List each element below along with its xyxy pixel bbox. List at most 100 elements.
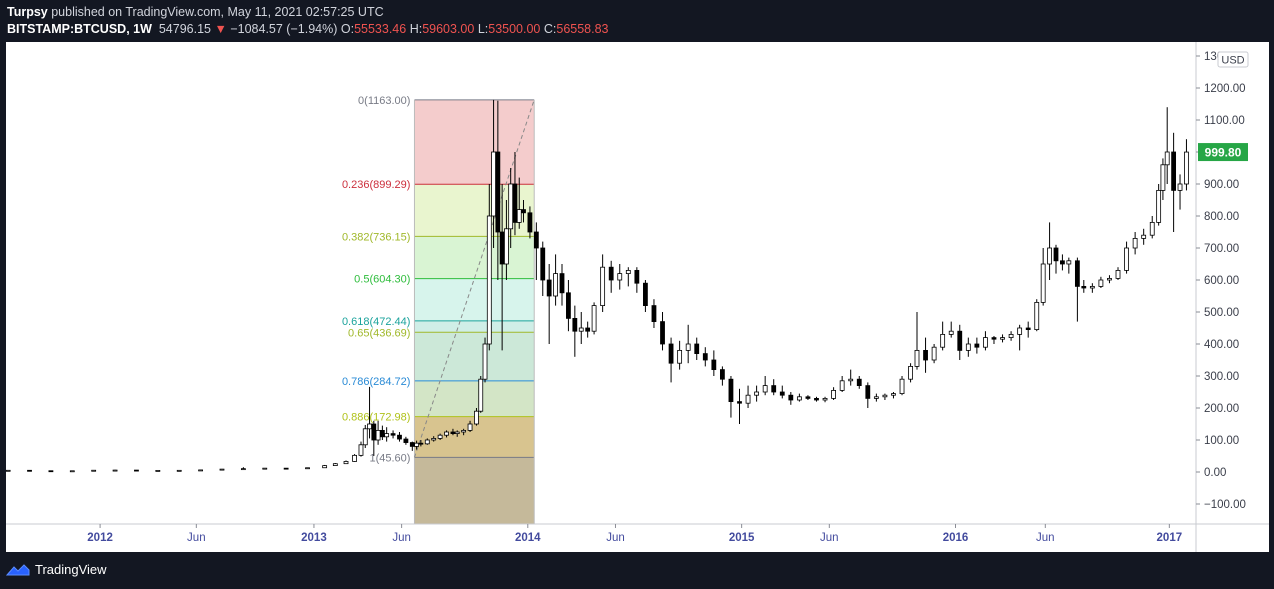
candle-body xyxy=(754,391,760,396)
candle-body xyxy=(914,349,920,367)
candle xyxy=(873,393,879,402)
candle xyxy=(694,337,700,360)
candle xyxy=(566,280,571,332)
candle-body xyxy=(668,343,674,364)
fib-level-label: 0.5(604.30) xyxy=(354,274,410,286)
candle-body xyxy=(437,434,443,439)
candle-body xyxy=(486,215,492,345)
candle xyxy=(899,376,905,396)
candle-body xyxy=(1115,269,1121,279)
candle xyxy=(805,395,811,400)
footer-brand[interactable]: TradingView xyxy=(6,562,107,577)
author-name[interactable]: Turpsy xyxy=(7,5,48,19)
candle xyxy=(504,200,509,280)
candle-body xyxy=(585,327,591,332)
candle-body xyxy=(1107,277,1112,281)
candle xyxy=(155,469,161,472)
candle-body xyxy=(940,333,946,348)
candle xyxy=(965,337,971,357)
last-price-tag xyxy=(1198,143,1248,162)
candle xyxy=(198,469,204,472)
candle-body xyxy=(1089,285,1095,289)
candle xyxy=(219,468,225,471)
candle xyxy=(384,427,390,442)
symbol-label[interactable]: BITSTAMP:BTCUSD, 1W xyxy=(7,22,152,36)
candle xyxy=(474,408,479,426)
candle xyxy=(1124,241,1129,274)
candle xyxy=(409,441,415,451)
candle xyxy=(521,200,526,223)
candle xyxy=(322,464,328,469)
candle xyxy=(305,467,310,470)
candle-body xyxy=(332,463,338,466)
candle-body xyxy=(1171,151,1177,191)
candle-body xyxy=(533,231,539,249)
candle-body xyxy=(1000,337,1005,340)
candle xyxy=(283,467,289,470)
time-tick-label: 2015 xyxy=(729,532,755,544)
candle xyxy=(69,470,75,473)
candle xyxy=(948,321,954,338)
candle xyxy=(737,388,742,424)
published-text: published on TradingView.com, May 11, 20… xyxy=(51,5,384,19)
candle xyxy=(414,440,419,450)
candle-body xyxy=(796,396,802,401)
fib-level-label: 0.65(436.69) xyxy=(348,327,410,339)
candle-body xyxy=(495,151,501,233)
candle-body xyxy=(461,429,467,433)
candle xyxy=(5,469,11,472)
candle-body xyxy=(176,469,182,472)
candle-body xyxy=(69,470,75,473)
candle-body xyxy=(1156,189,1162,223)
candle xyxy=(585,321,591,338)
candle-body xyxy=(965,343,971,351)
candle xyxy=(983,331,988,351)
fib-zone-0.382 xyxy=(414,236,535,279)
candle-body xyxy=(1081,285,1087,289)
candle xyxy=(1115,267,1121,280)
candle-body xyxy=(848,378,854,382)
candle xyxy=(625,267,631,287)
candle xyxy=(991,336,997,344)
candle-body xyxy=(908,365,913,380)
candle xyxy=(677,340,683,370)
candle xyxy=(375,420,381,445)
time-tick-label: Jun xyxy=(1036,532,1055,544)
candle xyxy=(358,441,364,457)
fib-retracement[interactable]: 0(1163.00) 0.236(899.29) 0.382(736.15) 0.5(… xyxy=(342,95,535,524)
candle xyxy=(1171,132,1177,232)
candle-body xyxy=(553,273,558,297)
candle xyxy=(134,469,139,472)
price-tick-label: 100.00 xyxy=(1204,435,1239,447)
candle xyxy=(424,438,430,445)
candle xyxy=(754,385,760,402)
fib-zone-0.786 xyxy=(414,380,535,417)
candle-body xyxy=(5,469,11,472)
fib-level-label: 1(45.60) xyxy=(369,452,410,464)
candle xyxy=(882,393,888,400)
time-tick-label: 2017 xyxy=(1157,532,1183,544)
candle xyxy=(762,376,768,396)
low-label: L: xyxy=(477,22,489,36)
candle-body xyxy=(737,401,742,404)
candle xyxy=(572,305,578,357)
candle-body xyxy=(600,266,606,306)
candle xyxy=(1184,139,1189,191)
candle-body xyxy=(948,330,954,335)
candle xyxy=(1141,228,1147,245)
candle xyxy=(486,184,492,351)
price-chart[interactable]: 0(1163.00) 0.236(899.29) 0.382(736.15) 0.5(… xyxy=(5,42,1269,552)
fib-zone-0 xyxy=(414,99,535,185)
candle xyxy=(891,392,896,399)
candle-body xyxy=(390,433,396,436)
price-tick-label: 500.00 xyxy=(1204,307,1239,319)
candle xyxy=(839,376,845,392)
candle-body xyxy=(403,438,409,443)
candle xyxy=(540,241,546,296)
candle xyxy=(908,363,913,383)
candle xyxy=(600,254,606,312)
candle-body xyxy=(343,461,349,465)
candle-body xyxy=(634,269,640,284)
candle-body xyxy=(831,389,836,399)
candle xyxy=(1025,321,1031,338)
